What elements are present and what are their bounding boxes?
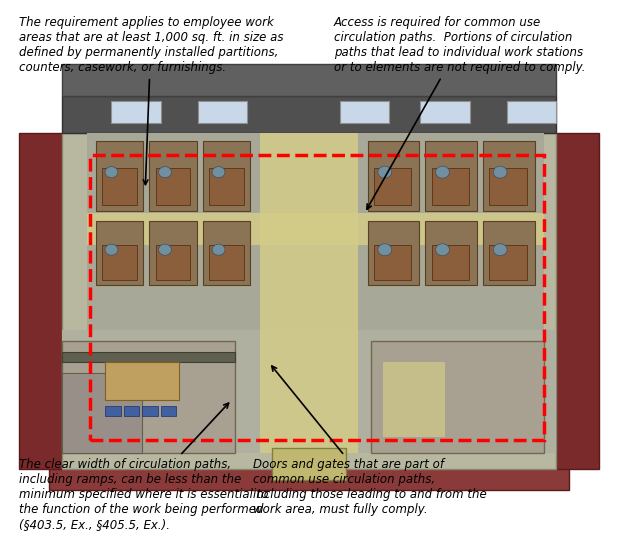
Bar	[156, 245, 190, 280]
Circle shape	[436, 244, 449, 255]
Bar	[149, 141, 197, 211]
Bar	[374, 168, 412, 205]
Bar	[368, 141, 419, 211]
Bar	[431, 168, 469, 205]
Polygon shape	[87, 213, 544, 245]
Polygon shape	[19, 133, 62, 469]
Polygon shape	[49, 437, 569, 490]
Circle shape	[212, 167, 225, 178]
Polygon shape	[62, 133, 556, 469]
Bar	[96, 221, 143, 285]
Bar	[209, 245, 244, 280]
Bar	[198, 101, 247, 123]
Bar	[149, 221, 197, 285]
Bar	[112, 101, 161, 123]
Bar	[489, 168, 527, 205]
Bar	[383, 363, 445, 437]
Bar	[90, 155, 544, 440]
Bar	[102, 245, 137, 280]
Text: Access is required for common use
circulation paths.  Portions of circulation
pa: Access is required for common use circul…	[334, 16, 585, 209]
Bar	[62, 373, 142, 453]
Bar	[507, 101, 556, 123]
Circle shape	[378, 166, 392, 178]
Bar	[102, 168, 137, 205]
Bar	[368, 221, 419, 285]
Bar	[426, 141, 477, 211]
Circle shape	[212, 244, 225, 255]
Text: Doors and gates that are part of
common use circulation paths,
including those l: Doors and gates that are part of common …	[253, 366, 487, 516]
Bar	[105, 363, 179, 400]
Circle shape	[158, 244, 171, 255]
Circle shape	[494, 244, 507, 255]
Polygon shape	[87, 133, 544, 330]
Bar	[142, 406, 158, 416]
Bar	[483, 141, 535, 211]
Bar	[426, 221, 477, 285]
Text: The clear width of circulation paths,
including ramps, can be less than the
mini: The clear width of circulation paths, in…	[19, 403, 268, 531]
Circle shape	[158, 167, 171, 178]
Circle shape	[378, 244, 392, 255]
Bar	[62, 341, 235, 453]
Polygon shape	[260, 133, 358, 453]
Bar	[203, 141, 250, 211]
Bar	[203, 221, 250, 285]
Bar	[209, 168, 244, 205]
Polygon shape	[62, 64, 556, 96]
Bar	[431, 245, 469, 280]
Bar	[340, 101, 389, 123]
Bar	[62, 352, 235, 363]
Circle shape	[494, 166, 507, 178]
Circle shape	[105, 244, 118, 255]
Polygon shape	[556, 133, 599, 469]
Polygon shape	[62, 96, 556, 133]
Bar	[156, 168, 190, 205]
Bar	[105, 406, 121, 416]
Bar	[374, 245, 412, 280]
Polygon shape	[62, 330, 556, 453]
Text: The requirement applies to employee work
areas that are at least 1,000 sq. ft. i: The requirement applies to employee work…	[19, 16, 283, 184]
Bar	[161, 406, 176, 416]
Bar	[420, 101, 470, 123]
Circle shape	[105, 167, 118, 178]
Bar	[272, 447, 346, 480]
Circle shape	[436, 166, 449, 178]
Bar	[124, 406, 139, 416]
Bar	[483, 221, 535, 285]
Bar	[489, 245, 527, 280]
Bar	[96, 141, 143, 211]
Bar	[370, 341, 544, 453]
